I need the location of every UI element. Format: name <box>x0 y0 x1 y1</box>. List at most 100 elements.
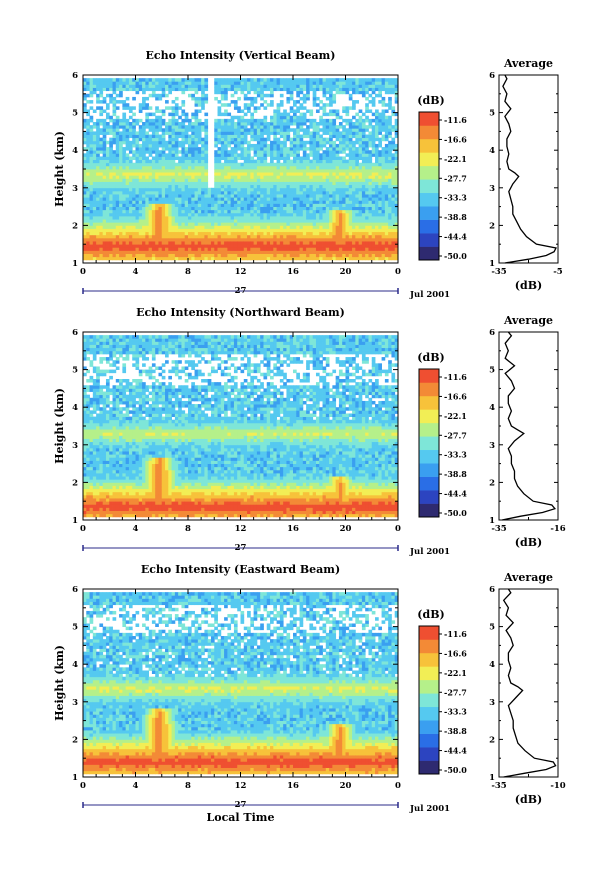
heatmap-cell <box>378 113 382 117</box>
heatmap-cell <box>303 203 307 207</box>
heatmap-cell <box>165 81 169 85</box>
heatmap-cell <box>109 160 113 164</box>
heatmap-cell <box>149 213 153 217</box>
heatmap-cell <box>355 125 359 129</box>
heatmap-cell <box>172 194 176 198</box>
heatmap-cell <box>352 81 356 85</box>
heatmap-cell <box>218 207 222 211</box>
heatmap-cell <box>113 257 117 261</box>
heatmap-cell <box>155 219 159 223</box>
heatmap-cell <box>293 235 297 239</box>
heatmap-cell <box>181 250 185 254</box>
heatmap-cell <box>188 238 192 242</box>
heatmap-cell <box>326 213 330 217</box>
heatmap-cell <box>145 178 149 182</box>
heatmap-cell <box>300 216 304 220</box>
heatmap-cell <box>221 225 225 229</box>
heatmap-cell <box>391 128 395 132</box>
heatmap-cell <box>355 84 359 88</box>
heatmap-cell <box>296 94 300 98</box>
heatmap-cell <box>234 250 238 254</box>
heatmap-cell <box>352 175 356 179</box>
heatmap-cell <box>93 178 97 182</box>
heatmap-cell <box>313 135 317 139</box>
heatmap-cell <box>382 125 386 129</box>
heatmap-cell <box>290 178 294 182</box>
heatmap-cell <box>221 94 225 98</box>
heatmap-cell <box>241 144 245 148</box>
heatmap-cell <box>286 113 290 117</box>
heatmap-cell <box>93 122 97 126</box>
heatmap-cell <box>332 97 336 101</box>
heatmap-cell <box>362 185 366 189</box>
heatmap-cell <box>263 185 267 189</box>
heatmap-cell <box>152 131 156 135</box>
heatmap-cell <box>162 147 166 151</box>
heatmap-cell <box>309 244 313 248</box>
heatmap-cell <box>145 122 149 126</box>
heatmap-cell <box>286 254 290 258</box>
heatmap-cell <box>142 150 146 154</box>
heatmap-cell <box>332 81 336 85</box>
heatmap-cell <box>132 84 136 88</box>
heatmap-cell <box>267 182 271 186</box>
heatmap-cell <box>83 197 87 201</box>
heatmap-cell <box>270 156 274 160</box>
heatmap-cell <box>152 94 156 98</box>
heatmap-cell <box>201 207 205 211</box>
heatmap-cell <box>346 128 350 132</box>
heatmap-cell <box>300 247 304 251</box>
heatmap-cell <box>362 188 366 192</box>
heatmap-cell <box>267 81 271 85</box>
heatmap-cell <box>277 166 281 170</box>
heatmap-cell <box>201 213 205 217</box>
heatmap-cell <box>99 78 103 82</box>
heatmap-cell <box>280 254 284 258</box>
heatmap-cell <box>106 103 110 107</box>
heatmap-cell <box>234 131 238 135</box>
heatmap-cell <box>270 229 274 233</box>
heatmap-cell <box>152 203 156 207</box>
heatmap-cell <box>231 172 235 176</box>
heatmap-cell <box>145 141 149 145</box>
heatmap-cell <box>175 128 179 132</box>
heatmap-cell <box>139 160 143 164</box>
heatmap-cell <box>372 185 376 189</box>
heatmap-cell <box>355 128 359 132</box>
heatmap-cell <box>365 185 369 189</box>
heatmap-cell <box>231 163 235 167</box>
heatmap-cell <box>221 91 225 95</box>
heatmap-cell <box>234 100 238 104</box>
heatmap-cell <box>103 100 107 104</box>
heatmap-cell <box>168 213 172 217</box>
heatmap-cell <box>332 119 336 123</box>
heatmap-cell <box>145 213 149 217</box>
heatmap-cell <box>113 238 117 242</box>
heatmap-cell <box>329 144 333 148</box>
heatmap-cell <box>181 135 185 139</box>
heatmap-cell <box>388 141 392 145</box>
heatmap-cell <box>303 172 307 176</box>
heatmap-cell <box>388 244 392 248</box>
x-tick-label: 0 <box>395 267 401 277</box>
heatmap-cell <box>168 169 172 173</box>
heatmap-cell <box>296 78 300 82</box>
heatmap-cell <box>198 153 202 157</box>
heatmap-cell <box>263 147 267 151</box>
heatmap-cell <box>122 247 126 251</box>
heatmap-cell <box>257 178 261 182</box>
heatmap-cell <box>336 182 340 186</box>
heatmap-cell <box>313 169 317 173</box>
heatmap-cell <box>339 178 343 182</box>
heatmap-cell <box>359 185 363 189</box>
heatmap-cell <box>86 81 90 85</box>
heatmap-cell <box>313 194 317 198</box>
heatmap-cell <box>129 188 133 192</box>
heatmap-cell <box>139 128 143 132</box>
heatmap-cell <box>319 169 323 173</box>
heatmap-cell <box>290 235 294 239</box>
heatmap-cell <box>250 250 254 254</box>
heatmap-cell <box>165 210 169 214</box>
heatmap-cell <box>247 144 251 148</box>
heatmap-cell <box>375 166 379 170</box>
